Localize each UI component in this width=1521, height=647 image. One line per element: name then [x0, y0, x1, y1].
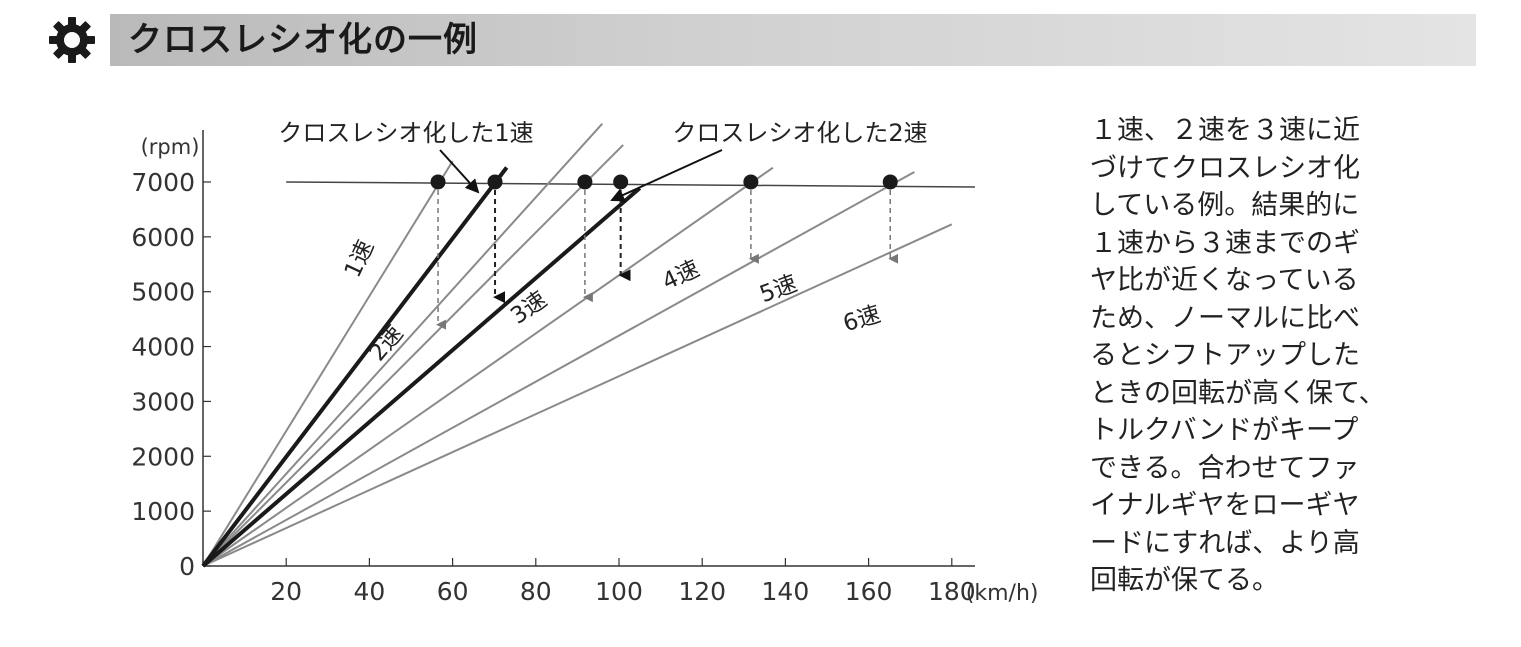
- chart-labels: 1速 2速 3速 4速 5速 6速 クロスレシオ化した1速 クロスレシオ化した2速: [278, 119, 927, 366]
- gear-label-3: 3速: [506, 287, 552, 330]
- explanation-line: ヤ比が近くなっている: [1090, 265, 1359, 296]
- explanation-line: づけてクロスレシオ化: [1090, 152, 1360, 184]
- annotation-cross-ratio-1st: クロスレシオ化した1速: [278, 119, 533, 147]
- x-axis-label: (km/h): [966, 581, 1039, 606]
- explanation-line: ため、ノーマルに比べ: [1090, 302, 1360, 334]
- gear-line-3: [202, 144, 624, 567]
- x-tick-label: 180: [928, 577, 976, 606]
- explanation-line: ときの回転が高く保て、: [1090, 377, 1386, 409]
- y-axis-label: (rpm): [141, 135, 200, 159]
- annotation-arrow-1: [439, 149, 480, 194]
- gear-label-4: 4速: [658, 256, 703, 295]
- page-title: クロスレシオ化の一例: [128, 20, 478, 60]
- y-tick-label: 5000: [131, 278, 195, 307]
- explanation-line: している例。結果的に: [1090, 190, 1360, 221]
- y-tick-label: 2000: [131, 442, 195, 471]
- chart-axes: 20 40 60 80 100 120 140 160 180(km/h) 0 1000 2000 30…: [131, 130, 1039, 606]
- gear-label-2: 2速: [365, 321, 409, 367]
- x-tick-label: 160: [845, 577, 893, 606]
- cross-ratio-gear-line-1: [201, 166, 509, 568]
- shift-points: [430, 174, 898, 190]
- gear-line-4: [202, 166, 774, 567]
- explanation-line: るとシフトアップした: [1090, 340, 1360, 371]
- explanation-text: １速、２速を３速に近 づけてクロスレシオ化 している例。結果的に １速から３速までのギ…: [1090, 112, 1410, 600]
- explanation-line: できる。合わせてファ: [1090, 452, 1360, 484]
- y-tick-label: 1000: [131, 497, 195, 526]
- shift-point: [577, 174, 593, 190]
- explanation-line: 回転が保てる。: [1090, 565, 1279, 596]
- x-tick-label: 80: [520, 577, 552, 606]
- x-tick-label: 40: [353, 577, 385, 606]
- explanation-line: １速から３速までのギ: [1090, 227, 1360, 259]
- x-tick-label: 100: [595, 577, 643, 606]
- shift-point: [613, 174, 629, 190]
- explanation-line: トルクバンドがキープ: [1090, 415, 1359, 446]
- x-tick-label: 140: [762, 577, 810, 606]
- shift-point: [487, 174, 503, 190]
- annotation-arrow-2: [610, 149, 723, 202]
- chart-series: [201, 122, 976, 568]
- y-tick-label: 4000: [131, 333, 195, 362]
- gear-icon: [49, 17, 95, 63]
- explanation-line: イナルギヤをローギヤ: [1090, 490, 1360, 521]
- shift-point: [882, 174, 898, 190]
- redline-7000rpm: [286, 181, 976, 188]
- y-tick-label: 6000: [131, 223, 195, 252]
- gear-label-6: 6速: [840, 301, 884, 337]
- annotation-cross-ratio-2nd: クロスレシオ化した2速: [672, 119, 927, 147]
- gear-line-2: [202, 122, 604, 567]
- shift-point: [430, 174, 446, 190]
- y-tick-label: 0: [179, 552, 195, 581]
- gear-line-6: [202, 223, 953, 567]
- x-tick-label: 120: [678, 577, 726, 606]
- gear-line-1: [202, 160, 454, 567]
- gear-ratio-chart: 20 40 60 80 100 120 140 160 180(km/h) 0 1000 2000 30…: [131, 119, 1039, 606]
- y-tick-label: 3000: [131, 387, 195, 416]
- shift-point: [743, 174, 759, 190]
- gear-label-5: 5速: [756, 271, 800, 308]
- x-tick-label: 60: [437, 577, 469, 606]
- gear-label-1: 1速: [340, 236, 379, 281]
- x-tick-label: 20: [270, 577, 302, 606]
- header: クロスレシオ化の一例: [48, 12, 1476, 68]
- explanation-line: ードにすれば、より高: [1090, 527, 1360, 559]
- y-tick-label: 7000: [131, 168, 195, 197]
- cross-ratio-gear-line-2: [201, 186, 642, 568]
- explanation-line: １速、２速を３速に近: [1090, 115, 1360, 146]
- title-background-bar: [110, 14, 1476, 66]
- gear-line-5: [202, 171, 915, 567]
- shift-drop-arrows: [436, 189, 899, 330]
